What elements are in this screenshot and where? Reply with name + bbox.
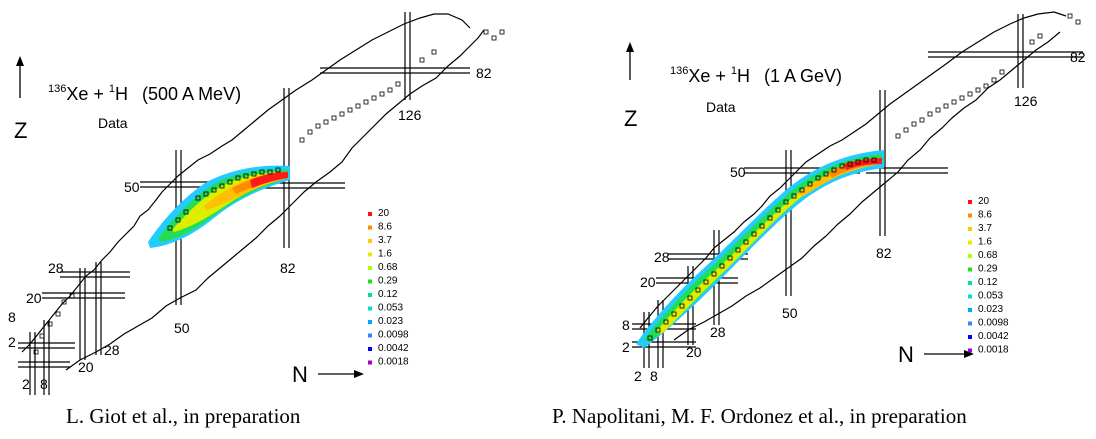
magic-label-z20: 20	[640, 274, 656, 290]
color-legend: 20 8.6 3.7 1.6 0.68 0.29 0.12 0.053 0.023 0.0098 0…	[368, 208, 409, 368]
legend-swatch	[368, 266, 372, 270]
legend-label: 0.12	[378, 289, 398, 300]
legend-swatch	[968, 321, 972, 326]
magic-label-n2: 2	[634, 368, 642, 384]
data-label: Data	[706, 99, 736, 115]
legend-label: 0.023	[978, 304, 1003, 315]
magic-label-z50: 50	[730, 164, 746, 180]
magic-label-z50: 50	[124, 179, 140, 195]
legend-swatch	[368, 293, 372, 297]
magic-label-n8: 8	[40, 376, 48, 392]
legend-swatch	[968, 254, 972, 258]
legend-label: 3.7	[978, 223, 992, 234]
magic-label-z28: 28	[654, 249, 670, 265]
n-axis-label: N	[898, 342, 914, 367]
n-axis-arrow	[924, 350, 974, 358]
fragment-distribution	[33, 29, 505, 355]
magic-label-n126: 126	[398, 107, 422, 123]
legend-label: 20	[378, 208, 390, 219]
legend-swatch	[968, 281, 972, 285]
legend-label: 0.68	[378, 262, 398, 273]
legend-label: 8.6	[978, 210, 992, 221]
n-axis-arrow	[318, 370, 364, 378]
legend-swatch	[968, 240, 972, 245]
data-label: Data	[98, 115, 128, 131]
legend-swatch	[368, 225, 372, 230]
legend-swatch	[368, 306, 372, 311]
magic-label-n2: 2	[22, 376, 30, 392]
legend-label: 0.29	[378, 276, 398, 287]
magic-labels: 2 8 20 28 50 2 8 20 28 50 82 82 126	[622, 49, 1086, 384]
magic-label-n50: 50	[782, 305, 798, 321]
legend-swatch	[968, 267, 972, 272]
legend-label: 0.12	[978, 277, 998, 288]
legend-swatch	[368, 347, 372, 351]
legend-label: 0.053	[978, 291, 1003, 302]
legend-swatch	[368, 239, 372, 243]
magic-label-n28: 28	[104, 342, 120, 358]
legend-swatch	[968, 348, 972, 353]
magic-label-z8: 8	[622, 317, 630, 333]
legend-label: 0.023	[378, 316, 403, 327]
magic-label-z28: 28	[48, 260, 64, 276]
z-axis-arrow	[16, 56, 24, 98]
z-axis-arrow	[626, 42, 634, 80]
reaction-title: 136Xe + 1H (500 A MeV)	[48, 83, 241, 104]
legend-swatch	[368, 320, 372, 324]
magic-label-z2: 2	[622, 339, 630, 355]
magic-label-n50: 50	[174, 320, 190, 336]
legend-label: 3.7	[378, 235, 392, 246]
legend-label: 20	[978, 196, 990, 207]
n-axis-label: N	[292, 362, 308, 387]
magic-label-z82: 82	[1070, 49, 1086, 65]
nuclide-chart-right: Z 136Xe + 1H (1 A GeV) Data	[622, 11, 1086, 384]
legend-swatch	[368, 360, 372, 365]
legend-label: 8.6	[378, 222, 392, 233]
legend-swatch	[968, 294, 972, 299]
reaction-title: 136Xe + 1H (1 A GeV)	[670, 65, 842, 86]
legend-swatch	[968, 308, 972, 312]
chart-panel-right: Z 136Xe + 1H (1 A GeV) Data	[548, 0, 1096, 439]
caption-left: L. Giot et al., in preparation	[66, 404, 301, 428]
fragment-distribution	[636, 13, 1081, 348]
magic-label-n8: 8	[650, 368, 658, 384]
legend-swatch	[968, 227, 972, 231]
legend-swatch	[368, 279, 372, 284]
nuclide-chart-left: Z 136Xe + 1H (500 A MeV) Data	[8, 12, 505, 395]
magic-label-z2: 2	[8, 334, 16, 350]
legend-label: 0.68	[978, 250, 998, 261]
color-legend: 20 8.6 3.7 1.6 0.68 0.29 0.12 0.053 0.023 0.0098 0…	[968, 196, 1009, 356]
legend-swatch	[968, 213, 972, 218]
legend-swatch	[368, 333, 372, 338]
legend-swatch	[968, 200, 972, 204]
legend-label: 0.0018	[378, 357, 409, 368]
legend-label: 0.29	[978, 264, 998, 275]
legend-label: 0.0098	[978, 318, 1009, 329]
z-axis-label: Z	[14, 118, 27, 143]
magic-label-z8: 8	[8, 309, 16, 325]
legend-swatch	[968, 335, 972, 339]
magic-label-n28: 28	[710, 324, 726, 340]
magic-labels: 2 8 20 28 50 2 8 20 28 50 82 82 126	[8, 65, 492, 392]
legend-label: 1.6	[378, 249, 392, 260]
caption-right: P. Napolitani, M. F. Ordonez et al., in …	[552, 404, 967, 428]
magic-label-n20: 20	[78, 359, 94, 375]
legend-label: 0.0018	[978, 345, 1009, 356]
magic-label-n82: 82	[876, 245, 892, 261]
magic-label-z82: 82	[476, 65, 492, 81]
nuclide-chart-outline	[21, 13, 485, 371]
magic-label-z20: 20	[26, 290, 42, 306]
magic-label-n82: 82	[280, 260, 296, 276]
legend-swatch	[368, 212, 372, 216]
chart-panel-left: Z 136Xe + 1H (500 A MeV) Data	[8, 12, 505, 428]
legend-label: 0.053	[378, 303, 403, 314]
z-axis-label: Z	[624, 106, 637, 131]
legend-label: 0.0098	[378, 330, 409, 341]
legend-swatch	[368, 252, 372, 257]
magic-label-n20: 20	[686, 344, 702, 360]
legend-label: 1.6	[978, 237, 992, 248]
legend-label: 0.0042	[378, 343, 409, 354]
magic-label-n126: 126	[1014, 93, 1038, 109]
legend-label: 0.0042	[978, 331, 1009, 342]
